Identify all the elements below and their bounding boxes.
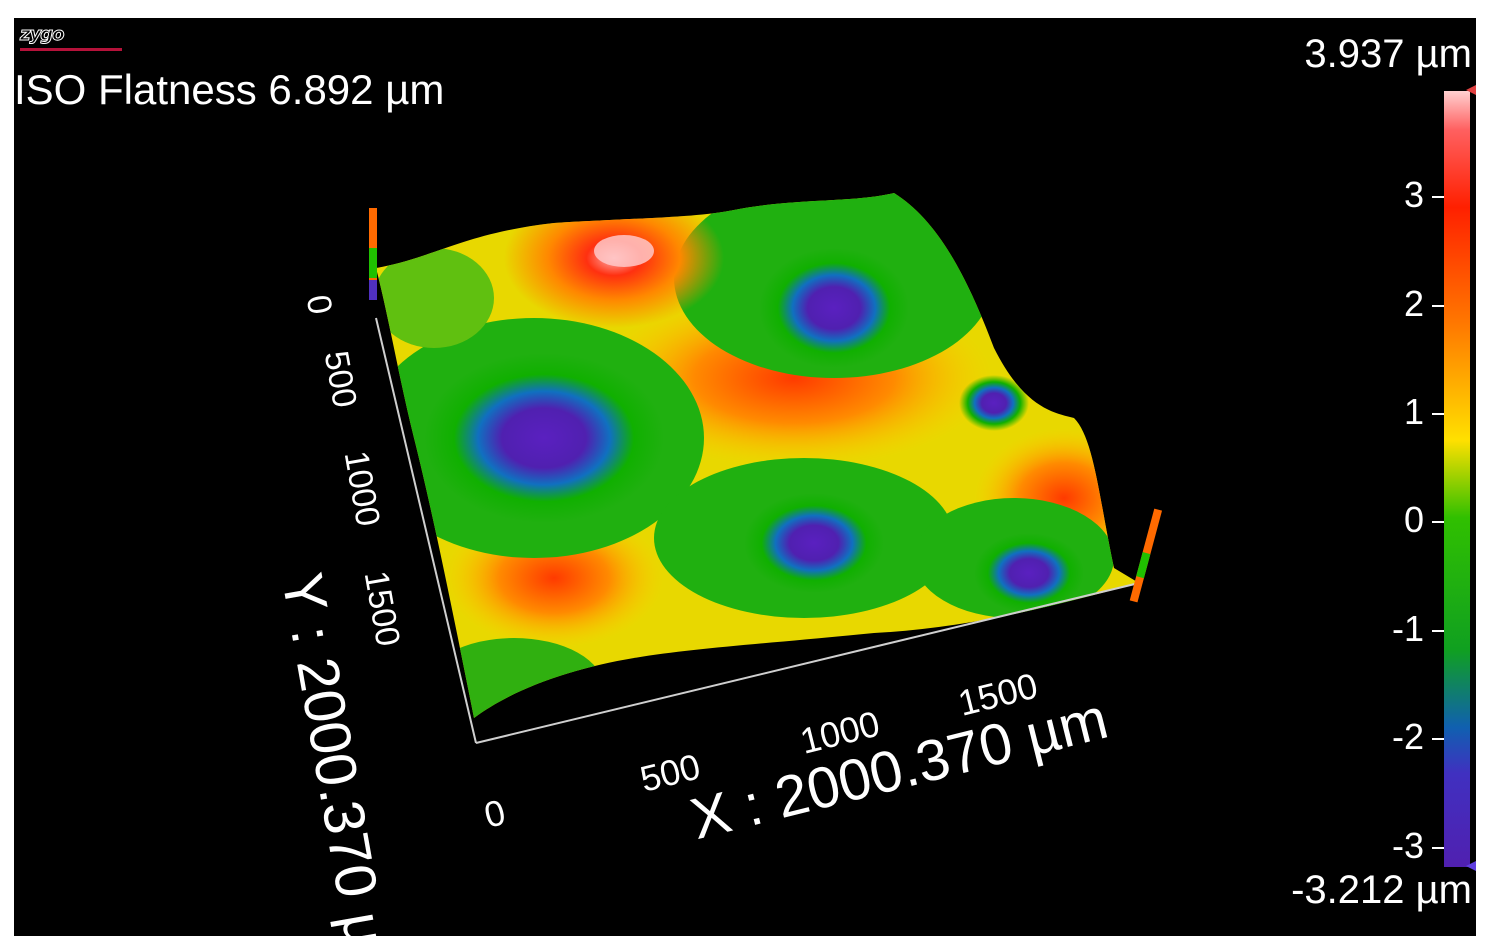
- scale-tick-label: 3: [1403, 174, 1424, 215]
- scale-min-label: -3.212 µm: [1291, 868, 1472, 912]
- scale-min-marker-icon[interactable]: [1466, 856, 1476, 876]
- scale-tick-label: -3: [1391, 825, 1424, 866]
- scale-tick-label: 1: [1403, 391, 1424, 432]
- scale-tick-label: -2: [1391, 716, 1424, 757]
- scale-tick-mark: [1432, 521, 1444, 523]
- iso-flatness-label: ISO Flatness 6.892 µm: [14, 66, 445, 113]
- zygo-logo: zygo: [19, 24, 64, 46]
- color-scale-bar: [1444, 91, 1470, 867]
- scale-tick-label: 0: [1403, 499, 1424, 540]
- scale-tick-label: 2: [1403, 283, 1424, 324]
- scale-max-marker-icon[interactable]: [1466, 80, 1476, 100]
- scale-tick-mark: [1432, 630, 1444, 632]
- scale-tick-label: -1: [1391, 608, 1424, 649]
- scale-tick-mark: [1432, 847, 1444, 849]
- surface-plot-view: zygo ISO Flatness 6.892 µm 3.937 µm -3.2…: [14, 18, 1476, 936]
- scale-tick-mark: [1432, 738, 1444, 740]
- scale-tick-mark: [1432, 196, 1444, 198]
- logo-underline: [20, 48, 122, 51]
- scale-tick-mark: [1432, 413, 1444, 415]
- scale-tick-mark: [1432, 305, 1444, 307]
- scale-max-label: 3.937 µm: [1304, 32, 1472, 76]
- surface-3d-plot[interactable]: [14, 18, 1476, 936]
